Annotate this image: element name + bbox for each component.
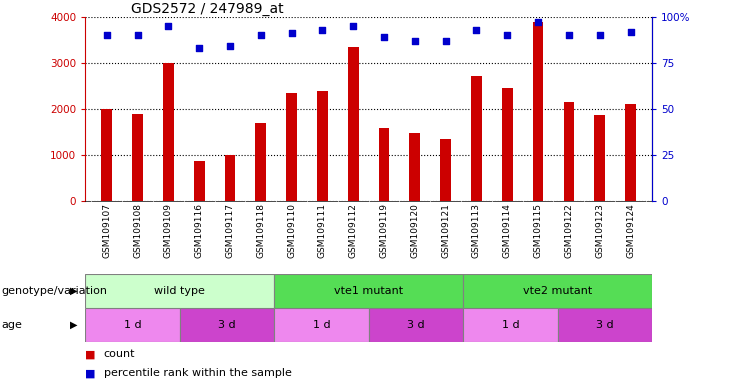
Text: GDS2572 / 247989_at: GDS2572 / 247989_at [130,2,283,16]
Text: 1 d: 1 d [124,320,142,330]
Text: vte1 mutant: vte1 mutant [334,286,403,296]
Text: GSM109115: GSM109115 [534,204,542,258]
Text: count: count [104,349,136,359]
Text: GSM109113: GSM109113 [472,204,481,258]
Text: wild type: wild type [154,286,205,296]
Text: ■: ■ [85,349,96,359]
Point [378,34,390,40]
Bar [369,308,463,342]
Text: GSM109124: GSM109124 [626,204,635,258]
Text: 3 d: 3 d [218,320,236,330]
Text: age: age [1,320,22,330]
Bar [163,63,174,201]
Bar [85,274,274,308]
Bar [410,133,420,201]
Point [193,45,205,51]
Bar [379,128,390,201]
Bar [502,88,513,201]
Bar [440,139,451,201]
Text: GSM109122: GSM109122 [565,204,574,258]
Bar [85,308,179,342]
Point [316,27,328,33]
Text: vte2 mutant: vte2 mutant [523,286,592,296]
Bar [317,91,328,201]
Bar [256,123,266,201]
Text: GSM109116: GSM109116 [195,204,204,258]
Point [348,23,359,29]
Point [286,30,298,36]
Text: percentile rank within the sample: percentile rank within the sample [104,368,292,379]
Text: ▶: ▶ [70,286,78,296]
Point [439,38,451,44]
Bar [286,93,297,201]
Point [471,27,482,33]
Point [532,19,544,25]
Text: GSM109119: GSM109119 [379,204,388,258]
Bar [463,274,652,308]
Text: GSM109111: GSM109111 [318,204,327,258]
Text: GSM109121: GSM109121 [441,204,451,258]
Text: 3 d: 3 d [407,320,425,330]
Text: GSM109123: GSM109123 [595,204,604,258]
Bar [348,47,359,201]
Bar [557,308,652,342]
Bar [274,308,368,342]
Text: GSM109110: GSM109110 [287,204,296,258]
Point [132,32,144,38]
Bar [625,104,636,201]
Text: GSM109108: GSM109108 [133,204,142,258]
Point [502,32,514,38]
Text: 3 d: 3 d [596,320,614,330]
Text: ■: ■ [85,368,96,379]
Point [625,28,637,35]
Point [255,32,267,38]
Bar [594,115,605,201]
Text: 1 d: 1 d [502,320,519,330]
Text: 1 d: 1 d [313,320,330,330]
Point [409,38,421,44]
Bar [179,308,274,342]
Text: ▶: ▶ [70,320,78,330]
Bar [471,76,482,201]
Text: GSM109117: GSM109117 [225,204,234,258]
Text: GSM109120: GSM109120 [411,204,419,258]
Text: GSM109118: GSM109118 [256,204,265,258]
Bar [194,161,205,201]
Point [101,32,113,38]
Point [594,32,605,38]
Text: genotype/variation: genotype/variation [1,286,107,296]
Text: GSM109114: GSM109114 [503,204,512,258]
Point [224,43,236,50]
Text: GSM109109: GSM109109 [164,204,173,258]
Bar [533,22,543,201]
Text: GSM109107: GSM109107 [102,204,111,258]
Bar [225,155,236,201]
Text: GSM109112: GSM109112 [349,204,358,258]
Bar [274,274,463,308]
Point [162,23,174,29]
Bar [563,102,574,201]
Bar [463,308,557,342]
Bar [102,109,112,201]
Point [563,32,575,38]
Bar [132,114,143,201]
